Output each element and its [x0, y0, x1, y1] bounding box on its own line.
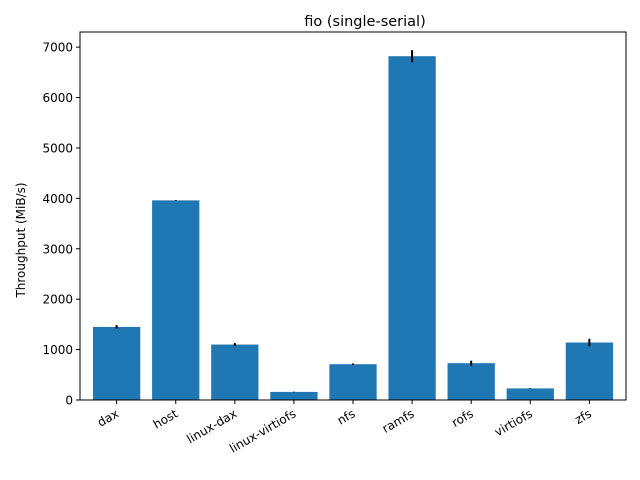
- plot-frame: [79, 31, 627, 401]
- bar-zfs: [565, 342, 613, 400]
- y-axis-label: Throughput (MiB/s): [14, 182, 28, 298]
- y-tick-label-3000: 3000: [42, 242, 73, 256]
- x-tick-label-zfs: zfs: [572, 406, 594, 427]
- y-axis-ticks: 0 1000 2000 3000 4000 5000 6000 7000: [42, 41, 80, 408]
- chart-title: fio (single-serial): [304, 14, 425, 30]
- y-tick-label-1000: 1000: [42, 343, 73, 357]
- bars-group: [93, 56, 613, 400]
- x-tick-label-nfs: nfs: [335, 406, 358, 427]
- y-tick-label-7000: 7000: [42, 41, 73, 55]
- x-tick-label-ramfs: ramfs: [380, 406, 417, 435]
- y-tick-label-0: 0: [65, 394, 73, 408]
- bar-linux-dax: [211, 344, 259, 400]
- bar-ramfs: [388, 56, 436, 400]
- y-tick-label-2000: 2000: [42, 293, 73, 307]
- x-tick-label-dax: dax: [95, 406, 121, 429]
- bar-rofs: [447, 363, 495, 400]
- y-tick-label-6000: 6000: [42, 91, 73, 105]
- x-tick-label-host: host: [151, 406, 181, 431]
- x-tick-label-rofs: rofs: [449, 406, 475, 429]
- y-tick-label-4000: 4000: [42, 192, 73, 206]
- x-tick-label-virtiofs: virtiofs: [492, 406, 535, 439]
- bar-dax: [93, 326, 141, 400]
- y-tick-label-5000: 5000: [42, 141, 73, 155]
- bar-virtiofs: [506, 388, 554, 400]
- error-bars-group: [115, 50, 591, 393]
- bar-nfs: [329, 364, 377, 400]
- x-tick-label-linux-virtiofs: linux-virtiofs: [227, 406, 298, 455]
- bar-host: [152, 200, 200, 400]
- bar-linux-virtiofs: [270, 391, 318, 400]
